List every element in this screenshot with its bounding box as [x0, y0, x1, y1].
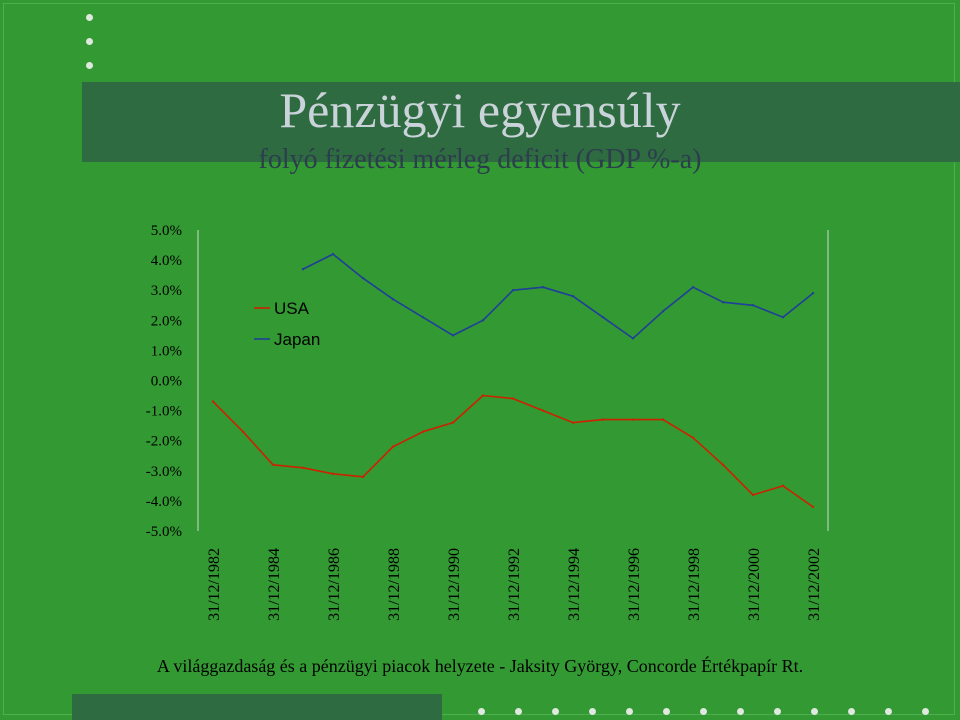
bullet-dot-icon [848, 708, 855, 715]
data-point-japan [391, 298, 395, 301]
series-line-japan [302, 253, 814, 340]
data-point-japan [721, 301, 725, 304]
x-tick-label: 31/12/1998 [686, 548, 703, 621]
data-point-usa [391, 445, 395, 448]
data-point-japan [361, 276, 365, 280]
data-point-japan [421, 316, 425, 319]
data-point-japan [571, 295, 575, 298]
data-point-japan [451, 334, 455, 337]
x-tick-label: 31/12/1988 [386, 548, 403, 621]
y-tick-label: 2.0% [151, 313, 182, 329]
data-point-usa [451, 421, 455, 424]
bullet-dot-icon [478, 708, 485, 715]
data-point-usa [481, 394, 485, 397]
data-point-usa [331, 472, 335, 476]
chart-legend: USA Japan [254, 299, 320, 349]
bullet-dot-icon [515, 708, 522, 715]
x-tick-label: 31/12/1982 [206, 548, 223, 621]
data-point-japan [661, 310, 665, 313]
y-tick-label: 1.0% [151, 343, 182, 359]
data-point-usa [541, 409, 545, 412]
bullet-dot-icon [663, 708, 670, 715]
legend-label-usa: USA [274, 299, 310, 318]
data-point-usa [751, 493, 755, 497]
chart-axes [197, 230, 829, 531]
bullet-dot-icon [626, 708, 633, 715]
data-point-usa [631, 418, 635, 421]
x-tick-label: 31/12/1992 [506, 548, 523, 621]
x-tick-label: 31/12/1994 [566, 548, 583, 621]
data-point-japan [781, 316, 785, 319]
data-point-usa [781, 484, 785, 488]
y-tick-label: -5.0% [146, 524, 182, 540]
data-point-usa [661, 418, 665, 421]
bullet-dot-icon [885, 708, 892, 715]
data-point-usa [301, 466, 305, 469]
y-tick-label: 4.0% [151, 253, 182, 269]
y-tick-label: -1.0% [146, 404, 182, 420]
bullet-dot-icon [86, 14, 93, 21]
chart-series [211, 252, 815, 509]
title-band [82, 82, 960, 162]
x-tick-label: 31/12/2002 [806, 548, 823, 621]
data-point-usa [421, 430, 425, 433]
data-point-japan [511, 289, 515, 292]
data-point-usa [691, 436, 695, 439]
bullet-dot-icon [589, 708, 596, 715]
slide-subtitle: folyó fizetési mérleg deficit (GDP %-a) [258, 144, 702, 175]
y-tick-label: -2.0% [146, 434, 182, 450]
x-tick-label: 31/12/1990 [446, 548, 463, 621]
data-point-japan [631, 337, 635, 340]
data-point-japan [481, 319, 485, 322]
bottom-band [72, 694, 442, 720]
data-point-usa [361, 475, 365, 479]
x-tick-label: 31/12/1984 [266, 548, 283, 621]
bullet-dot-icon [774, 708, 781, 715]
series-line-usa [212, 394, 814, 508]
bullet-dot-icon [922, 708, 929, 715]
slide-title-text: Pénzügyi egyensúly [279, 82, 681, 138]
data-point-japan [691, 285, 695, 289]
bullet-dot-icon [700, 708, 707, 715]
y-tick-label: 5.0% [151, 223, 182, 239]
y-tick-label: 0.0% [151, 374, 182, 390]
data-point-japan [301, 267, 305, 271]
data-point-japan [331, 252, 335, 256]
bullet-dot-icon [86, 38, 93, 45]
y-tick-labels: 5.0% 4.0% 3.0% 2.0% 1.0% 0.0% -1.0% -2.0% -3.0% -… [146, 223, 182, 540]
bullet-dot-icon [552, 708, 559, 715]
x-tick-label: 31/12/1996 [626, 548, 643, 621]
y-tick-label: 3.0% [151, 283, 182, 299]
data-point-usa [241, 430, 245, 433]
y-tick-label: -4.0% [146, 494, 182, 510]
data-point-usa [571, 421, 575, 424]
slide-footer: A világgazdaság és a pénzügyi piacok hel… [156, 656, 804, 676]
slide-title: Pénzügyi egyensúly [0, 80, 960, 140]
bullet-dot-icon [737, 708, 744, 715]
data-point-japan [601, 316, 605, 319]
data-point-japan [541, 285, 545, 289]
x-tick-label: 31/12/2000 [746, 548, 763, 621]
y-tick-label: -3.0% [146, 464, 182, 480]
data-point-japan [811, 292, 815, 295]
data-point-usa [271, 463, 275, 466]
data-point-usa [211, 400, 215, 403]
data-point-usa [511, 397, 515, 400]
bullet-dot-icon [811, 708, 818, 715]
legend-label-japan: Japan [274, 330, 320, 349]
data-point-japan [751, 304, 755, 307]
x-tick-label: 31/12/1986 [326, 548, 343, 621]
bullet-dot-icon [86, 62, 93, 69]
data-point-usa [811, 505, 815, 509]
x-tick-labels: 31/12/1982 31/12/1984 31/12/1986 31/12/1988… [206, 548, 823, 621]
data-point-usa [721, 463, 725, 466]
data-point-usa [601, 418, 605, 421]
